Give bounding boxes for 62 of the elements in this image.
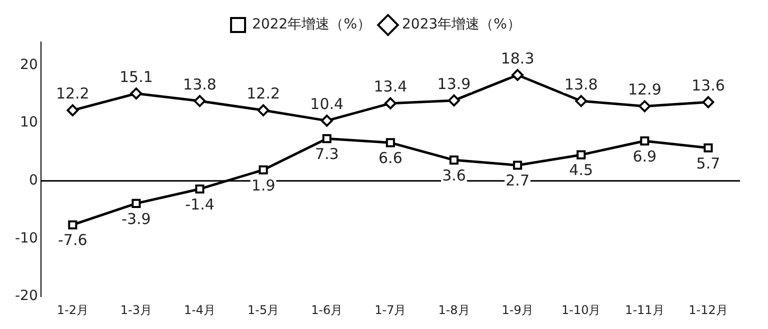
data-label: 13.9 — [437, 74, 471, 93]
point — [512, 68, 524, 81]
data-label: 1.9 — [251, 176, 276, 194]
point — [66, 104, 79, 116]
x-tick-label: 1-12月 — [688, 302, 728, 317]
data-label: 2.7 — [506, 172, 530, 190]
point — [384, 97, 396, 110]
point — [68, 220, 78, 230]
x-tick-label: 1-5月 — [248, 302, 280, 317]
x-tick-label: 1-10月 — [561, 302, 601, 317]
data-label: 3.6 — [442, 166, 466, 184]
data-label: 5.7 — [696, 154, 720, 172]
data-label: 18.3 — [500, 49, 534, 68]
data-label: 10.4 — [310, 95, 344, 114]
data-label: 4.5 — [569, 161, 594, 180]
legend-label: 2023年增速（%） — [402, 16, 521, 33]
x-tick-label: 1-3月 — [120, 302, 152, 317]
point — [130, 88, 142, 100]
point — [194, 95, 206, 108]
point — [575, 95, 588, 108]
data-label: 13.6 — [692, 76, 725, 95]
data-label: -7.6 — [58, 231, 88, 250]
point — [449, 156, 459, 165]
data-label: 13.4 — [374, 78, 408, 96]
y-tick-label: -20 — [14, 288, 38, 304]
x-tick-label: 1-7月 — [374, 302, 406, 317]
point — [257, 104, 270, 116]
point — [258, 165, 268, 174]
x-tick-label: 1-9月 — [502, 302, 534, 317]
point — [702, 96, 714, 108]
point — [638, 100, 651, 112]
data-label: 6.6 — [378, 149, 402, 168]
y-tick-label: 10 — [20, 114, 38, 131]
y-tick-label: 20 — [20, 56, 38, 73]
data-label: -1.4 — [185, 195, 214, 214]
point — [513, 160, 522, 170]
point — [640, 136, 650, 146]
data-label: -3.9 — [122, 210, 151, 228]
point — [195, 184, 204, 194]
data-label: 12.2 — [56, 84, 90, 103]
x-tick-label: 1-2月 — [56, 302, 88, 317]
x-tick-label: 1-4月 — [184, 302, 216, 317]
data-label: 6.9 — [632, 147, 657, 166]
x-tick-label: 1-8月 — [438, 302, 470, 317]
point — [132, 198, 141, 208]
data-label: 13.8 — [183, 75, 216, 94]
data-label: 13.8 — [564, 75, 598, 94]
point — [704, 143, 713, 152]
data-label: 15.1 — [120, 68, 153, 86]
legend-label: 2022年增速（%） — [252, 16, 372, 33]
x-tick-label: 1-6月 — [311, 302, 343, 317]
x-tick-label: 1-11月 — [625, 302, 664, 317]
y-tick-label: -10 — [14, 230, 38, 246]
data-label: 7.3 — [314, 145, 339, 164]
point — [320, 114, 333, 127]
point — [576, 150, 586, 160]
data-label: 12.9 — [628, 80, 662, 99]
point — [322, 134, 332, 144]
point — [448, 94, 460, 106]
data-label: 12.2 — [246, 84, 280, 103]
y-tick-label: 0 — [28, 172, 38, 189]
point — [386, 138, 395, 148]
